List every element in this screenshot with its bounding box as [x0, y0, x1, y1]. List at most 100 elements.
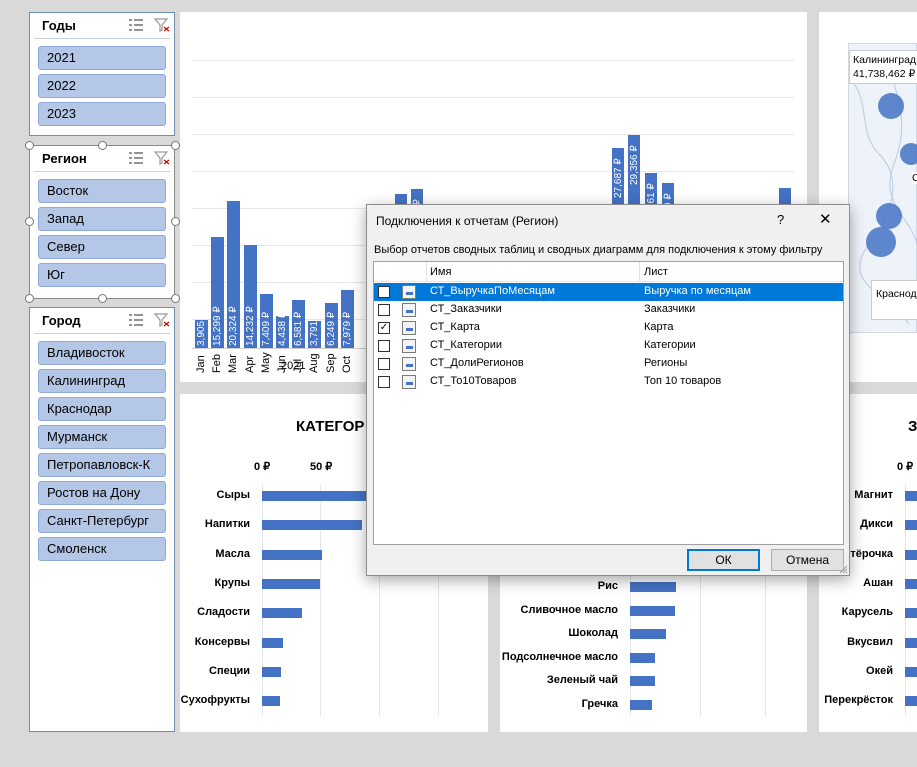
slicer-item-region[interactable]: Восток: [38, 179, 166, 203]
category-bar: [630, 699, 652, 710]
report-checkbox[interactable]: ✓: [378, 322, 390, 334]
year-axis-label: 2021: [281, 360, 306, 372]
report-sheet: Регионы: [644, 357, 688, 369]
slicer-item-city[interactable]: Владивосток: [38, 341, 166, 365]
resize-handle[interactable]: [25, 141, 34, 150]
resize-handle[interactable]: [171, 141, 180, 150]
month-label: Mar: [227, 354, 240, 373]
multi-select-icon[interactable]: [128, 18, 144, 32]
slicer-city-title: Город: [42, 313, 81, 328]
slicer-item-years[interactable]: 2021: [38, 46, 166, 70]
column-sheet-header[interactable]: Лист: [644, 266, 668, 278]
resize-handle[interactable]: [25, 217, 34, 226]
report-row[interactable]: СТ_Категории Категории: [374, 337, 843, 355]
slicer-years: Годы 2021 2022 2023: [29, 12, 175, 136]
category-bar: [262, 696, 280, 707]
map-label-city: Калининград: [853, 54, 917, 66]
bar-data-label: 29,356 ₽: [629, 145, 640, 186]
report-row[interactable]: СТ_ВыручкаПоМесяцам Выручка по месяцам: [374, 283, 843, 301]
customers-chart-title: З: [908, 418, 917, 435]
axis-tick-label: 0 ₽: [254, 461, 271, 473]
category-bar: [905, 578, 917, 589]
slicer-item-city[interactable]: Санкт-Петербург: [38, 509, 166, 533]
category-bar: [630, 629, 666, 639]
report-row[interactable]: ✓ СТ_Карта Карта: [374, 319, 843, 337]
report-checkbox[interactable]: [378, 376, 390, 388]
pivot-table-icon: [402, 357, 416, 371]
report-checkbox[interactable]: [378, 286, 390, 298]
map-outline: [853, 63, 917, 325]
slicer-region-header: Регион: [34, 146, 170, 172]
slicer-item-city[interactable]: Мурманск: [38, 425, 166, 449]
column-divider[interactable]: [426, 262, 427, 282]
cancel-button[interactable]: Отмена: [771, 549, 844, 571]
slicer-region-title: Регион: [42, 151, 87, 166]
help-button[interactable]: ?: [777, 212, 785, 227]
category-label: Сливочное масло: [520, 603, 618, 616]
category-label: Магнит: [854, 489, 893, 501]
category-bar: [905, 608, 917, 619]
category-bar: [262, 637, 283, 648]
slicer-item-region[interactable]: Юг: [38, 263, 166, 287]
pivot-table-icon: [402, 303, 416, 317]
multi-select-icon[interactable]: [128, 313, 144, 327]
category-label: Напитки: [204, 518, 250, 531]
gridline: [192, 134, 794, 135]
resize-handle[interactable]: [25, 294, 34, 303]
category-bar: [905, 549, 917, 560]
multi-select-icon[interactable]: [128, 151, 144, 165]
category-bar: [630, 582, 676, 592]
close-icon[interactable]: ✕: [819, 211, 832, 228]
bar-data-label: 6,581 ₽: [293, 311, 305, 346]
report-checkbox[interactable]: [378, 358, 390, 370]
category-label: Дикси: [860, 518, 893, 531]
slicer-item-city[interactable]: Ростов на Дону: [38, 481, 166, 505]
slicer-item-region[interactable]: Север: [38, 235, 166, 259]
report-name: СТ_ДолиРегионов: [430, 357, 524, 369]
slicer-region[interactable]: Регион Восток Запад Север Юг: [29, 145, 175, 299]
slicer-item-region[interactable]: Запад: [38, 207, 166, 231]
gridline: [765, 576, 766, 716]
slicer-item-city[interactable]: Смоленск: [38, 537, 166, 561]
report-checkbox[interactable]: [378, 304, 390, 316]
map-bubble: [876, 203, 902, 229]
category-label: Масла: [215, 547, 250, 560]
report-row[interactable]: СТ_То10Товаров Топ 10 товаров: [374, 373, 843, 391]
slicer-item-years[interactable]: 2022: [38, 74, 166, 98]
report-list[interactable]: Имя Лист СТ_ВыручкаПоМесяцам Выручка по м…: [373, 261, 844, 545]
slicer-city-header: Город: [34, 308, 170, 334]
report-row[interactable]: СТ_ДолиРегионов Регионы: [374, 355, 843, 373]
resize-grip-icon[interactable]: [838, 564, 848, 574]
column-divider[interactable]: [639, 262, 640, 282]
slicer-city: Город Владивосток Калининград Краснодар Мур…: [29, 307, 175, 732]
month-label: Oct: [340, 355, 353, 373]
slicer-item-city[interactable]: Краснодар: [38, 397, 166, 421]
ok-button[interactable]: ОК: [687, 549, 760, 571]
category-label: Сухофрукты: [180, 694, 250, 707]
gridline: [379, 484, 380, 716]
report-row[interactable]: СТ_Заказчики Заказчики: [374, 301, 843, 319]
report-connections-dialog: Подключения к отчетам (Регион) ? ✕ Выбор…: [366, 204, 850, 576]
resize-handle[interactable]: [98, 141, 107, 150]
clear-filter-icon[interactable]: [154, 151, 170, 165]
category-bar: [262, 520, 362, 531]
resize-handle[interactable]: [171, 217, 180, 226]
slicer-item-years[interactable]: 2023: [38, 102, 166, 126]
category-bar: [262, 491, 367, 501]
map-bubble: [866, 227, 896, 257]
bar-data-label: 7,409 ₽: [260, 311, 272, 346]
gridline: [262, 484, 263, 716]
category-label: тёрочка: [850, 547, 893, 560]
resize-handle[interactable]: [98, 294, 107, 303]
report-name: СТ_Заказчики: [430, 303, 502, 315]
category-label: Вкусвил: [847, 635, 893, 648]
slicer-item-city[interactable]: Петропавловск-К: [38, 453, 166, 477]
clear-filter-icon[interactable]: [154, 313, 170, 327]
resize-handle[interactable]: [171, 294, 180, 303]
clear-filter-icon[interactable]: [154, 18, 170, 32]
column-name-header[interactable]: Имя: [430, 266, 452, 278]
report-checkbox[interactable]: [378, 340, 390, 352]
bar-data-label: 7,979 ₽: [341, 311, 353, 346]
slicer-item-city[interactable]: Калининград: [38, 369, 166, 393]
category-label: Окей: [866, 664, 893, 677]
